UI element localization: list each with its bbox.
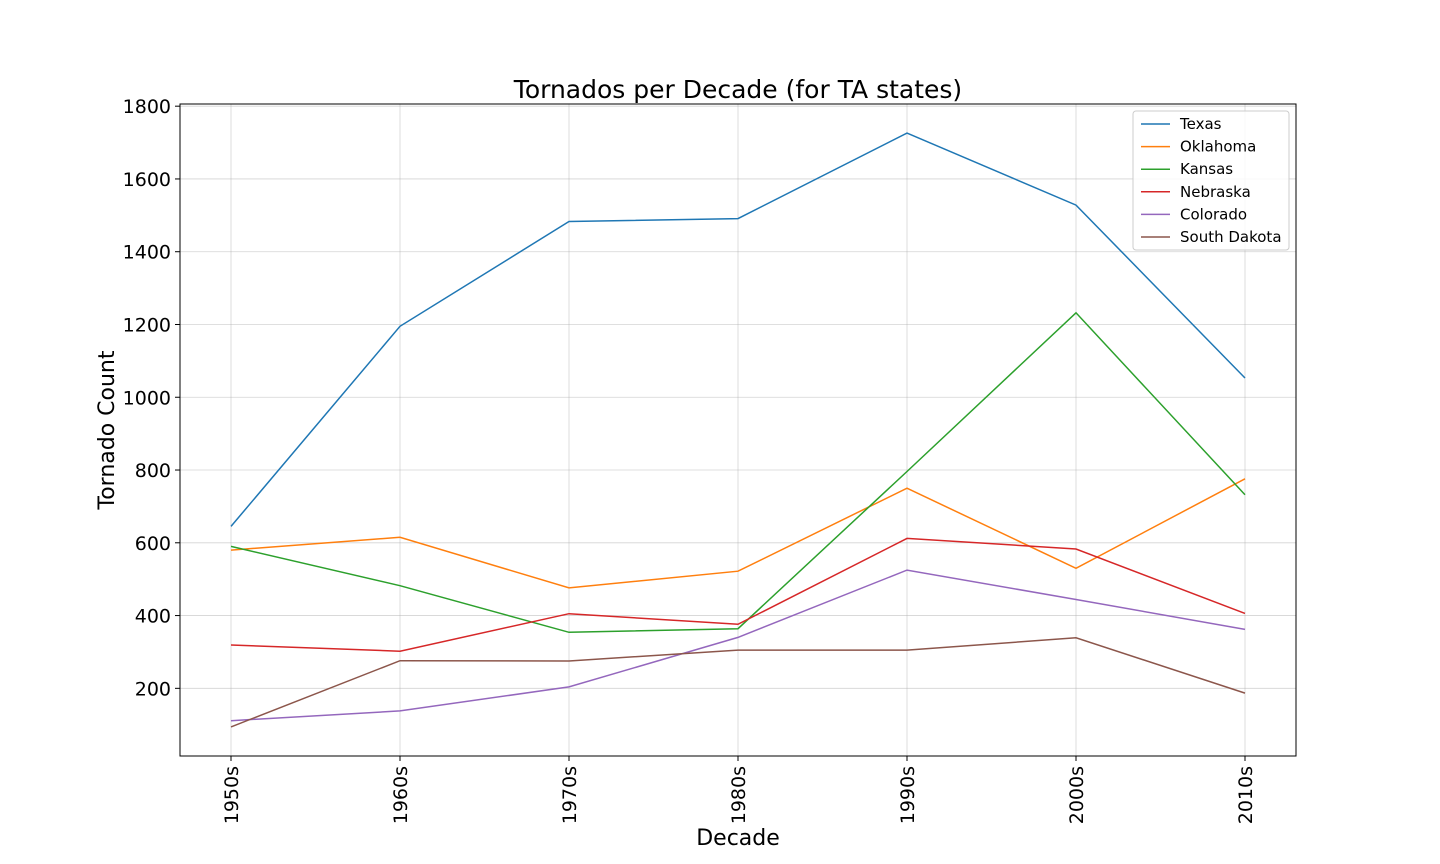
legend-box [1132, 110, 1290, 251]
x-tick-label: 2010s [1235, 766, 1257, 824]
legend-label: Colorado [1180, 205, 1247, 223]
legend-label: South Dakota [1180, 228, 1282, 246]
series-line-south-dakota [230, 637, 1246, 728]
series-lines [230, 132, 1246, 728]
x-tick-label: 1950s [221, 766, 243, 824]
series-line-kansas [230, 311, 1246, 634]
x-axis-ticks: 1950s 1960s 1970s 1980s 1990s 2000s 2010s [221, 756, 1257, 824]
series-line-oklahoma [230, 478, 1246, 589]
y-tick-label: 1600 [123, 169, 171, 191]
x-axis-label: Decade [696, 826, 780, 851]
legend-label: Oklahoma [1180, 138, 1256, 156]
x-tick-label: 1970s [559, 766, 581, 824]
series-line-colorado [230, 569, 1246, 722]
legend-label: Kansas [1180, 160, 1233, 178]
x-tick-label: 1960s [390, 766, 412, 824]
y-axis-ticks: 200 400 600 800 1000 1200 1400 1600 1800 [123, 96, 180, 700]
grid [180, 104, 1296, 756]
y-tick-label: 1800 [123, 96, 171, 118]
y-tick-label: 1200 [123, 314, 171, 336]
y-tick-label: 800 [135, 460, 171, 482]
x-tick-label: 1980s [728, 766, 750, 824]
legend-label: Nebraska [1180, 183, 1251, 201]
y-tick-label: 1000 [123, 387, 171, 409]
y-tick-label: 1400 [123, 242, 171, 264]
y-tick-label: 600 [135, 533, 171, 555]
y-axis-label: Tornado Count [95, 350, 120, 510]
legend: Texas Oklahoma Kansas Nebraska Colorado South… [1132, 110, 1290, 251]
x-tick-label: 1990s [897, 766, 919, 824]
legend-label: Texas [1179, 115, 1222, 133]
series-line-texas [230, 132, 1246, 527]
y-tick-label: 400 [135, 606, 171, 628]
y-tick-label: 200 [135, 678, 171, 700]
chart-title: Tornados per Decade (for TA states) [513, 75, 962, 104]
x-tick-label: 2000s [1066, 766, 1088, 824]
series-line-nebraska [230, 537, 1246, 652]
